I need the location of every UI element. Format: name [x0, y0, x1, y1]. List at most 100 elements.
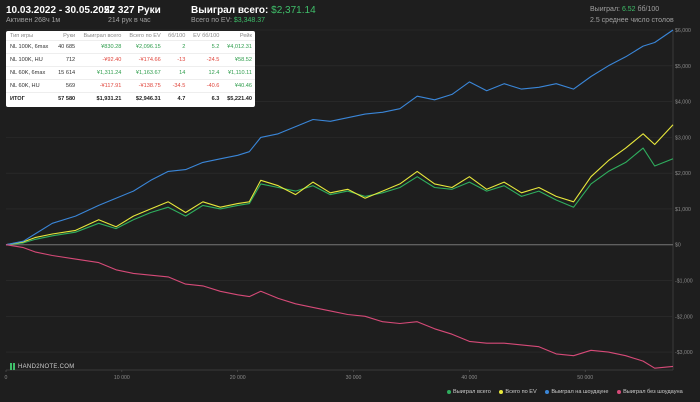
- ev-total: Всего по EV: $3,348.37: [191, 17, 265, 24]
- col-header[interactable]: бб/100: [168, 32, 186, 39]
- legend-dot-icon: [545, 389, 550, 394]
- ev-bb100-cell: 5.2: [188, 40, 223, 54]
- table-row[interactable]: NL 60K, HU 569 -¥117.91 -¥138.75 -34.5 -…: [6, 79, 255, 93]
- game-type-cell: NL 60K, HU: [6, 79, 54, 93]
- won-cell: ¥830.28: [78, 40, 125, 54]
- legend-dot-icon: [447, 389, 451, 394]
- y-tick-label: $0: [675, 243, 681, 249]
- bb-winrate-label: Выиграл:: [590, 6, 620, 13]
- bb-winrate-unit: бб/100: [637, 6, 660, 13]
- hands-per-hour: 214 рук в час: [108, 17, 151, 24]
- won-cell: -¥92.40: [78, 53, 125, 67]
- series-showdown-line: [5, 29, 674, 246]
- total-ev-bb100-cell: 6.3: [188, 92, 223, 105]
- ev-cell: -¥174.66: [124, 53, 164, 67]
- won-cell: ¥1,311.24: [78, 66, 125, 80]
- total-row: ИТОГ 57 580 $1,931.21 $2,946.31 4.7 6.3 …: [6, 92, 255, 105]
- y-tick-label: $6,000: [675, 28, 691, 34]
- logo-icon: [10, 363, 15, 370]
- legend-label: Выиграл всего: [453, 389, 491, 395]
- grid-lines: [5, 29, 674, 372]
- ev-cell: ¥1,163.67: [124, 66, 164, 80]
- col-header[interactable]: Выиграл всего: [83, 32, 122, 39]
- bb-winrate: Выиграл: 6.52 бб/100: [590, 6, 659, 13]
- y-tick-label: -$2,000: [675, 314, 693, 320]
- hand2note-logo: HAND2NOTE.COM: [10, 363, 75, 370]
- ev-bb100-cell: -40.6: [188, 79, 223, 93]
- x-tick-label: 20 000: [230, 375, 246, 381]
- bb100-cell: 14: [163, 66, 189, 80]
- legend-dot-icon: [617, 389, 622, 394]
- active-time: Активен 268ч 1м: [6, 17, 61, 24]
- hands-cell: 15 614: [53, 66, 79, 80]
- game-type-cell: NL 100K, 6max: [6, 40, 54, 54]
- x-tick-labels: 0 10 000 20 000 30 000 40 000 50 000: [5, 375, 594, 381]
- ev-bb100-cell: -24.5: [188, 53, 223, 67]
- series-ev-line: [5, 124, 674, 246]
- legend-item-won[interactable]: Выиграл всего: [447, 389, 491, 395]
- bb100-cell: -34.5: [163, 79, 189, 93]
- ev-total-label: Всего по EV:: [191, 17, 232, 24]
- total-won-cell: $1,931.21: [78, 92, 125, 105]
- table-row[interactable]: NL 100K, 6max 40 685 ¥830.28 ¥2,096.15 2…: [6, 40, 255, 54]
- hands-count: 57 327 Руки: [104, 5, 161, 16]
- col-header[interactable]: EV бб/100: [193, 32, 220, 39]
- y-tick-label: $1,000: [675, 207, 691, 213]
- total-hands-cell: 57 580: [53, 92, 79, 105]
- rake-cell: ¥1,110.11: [222, 66, 255, 80]
- hands-cell: 712: [53, 53, 79, 67]
- col-header[interactable]: Тип игры: [10, 32, 34, 39]
- date-range: 10.03.2022 - 30.05.2022: [6, 5, 115, 16]
- ev-cell: -¥138.75: [124, 79, 164, 93]
- game-type-cell: NL 60K, 6max: [6, 66, 54, 80]
- col-header[interactable]: Руки: [63, 32, 76, 39]
- x-tick-label: 50 000: [577, 375, 593, 381]
- rake-cell: ¥58.52: [222, 53, 255, 67]
- legend-label: Выиграл без шоудауна: [623, 389, 683, 395]
- legend-label: Всего по EV: [505, 389, 537, 395]
- series-non-showdown-line: [5, 244, 674, 369]
- summary-header: 10.03.2022 - 30.05.2022 Активен 268ч 1м …: [0, 0, 700, 30]
- bb100-cell: 2: [163, 40, 189, 54]
- table-row[interactable]: NL 100K, HU 712 -¥92.40 -¥174.66 -13 -24…: [6, 53, 255, 67]
- ev-cell: ¥2,096.15: [124, 40, 164, 54]
- won-total-label: Выиграл всего:: [191, 5, 269, 16]
- y-tick-label: -$1,000: [675, 279, 693, 285]
- stats-table: Тип игры Руки Выиграл всего Всего по EV …: [6, 31, 255, 107]
- avg-tables: 2.5 среднее число столов: [590, 17, 674, 24]
- series-won-line: [5, 147, 674, 246]
- y-tick-label: $4,000: [675, 100, 691, 106]
- y-tick-label: $3,000: [675, 135, 691, 141]
- legend-item-ev[interactable]: Всего по EV: [499, 389, 537, 395]
- bb-winrate-value: 6.52: [621, 6, 636, 13]
- hands-cell: 569: [53, 79, 79, 93]
- total-rake-cell: $5,221.40: [222, 92, 255, 105]
- y-tick-label: -$3,000: [675, 350, 693, 356]
- chart-legend: Выиграл всего Всего по EV Выиграл на шоу…: [440, 389, 683, 395]
- game-type-cell: NL 100K, HU: [6, 53, 54, 67]
- total-bb100-cell: 4.7: [163, 92, 189, 105]
- ev-total-value: $3,348.37: [233, 17, 266, 24]
- col-header[interactable]: Рейк: [239, 32, 252, 39]
- y-tick-labels: $6,000 $5,000 $4,000 $3,000 $2,000 $1,000 $0 -$…: [675, 28, 693, 356]
- ev-bb100-cell: 12.4: [188, 66, 223, 80]
- won-total-value: $2,371.14: [271, 5, 316, 16]
- stats-header-row: Тип игры Руки Выиграл всего Всего по EV …: [6, 31, 255, 41]
- bb100-cell: -13: [163, 53, 189, 67]
- won-cell: -¥117.91: [78, 79, 125, 93]
- legend-item-showdown[interactable]: Выиграл на шоудауне: [545, 389, 609, 395]
- rake-cell: ¥4,012.31: [222, 40, 255, 54]
- y-tick-label: $5,000: [675, 64, 691, 70]
- hands-cell: 40 685: [53, 40, 79, 54]
- x-tick-label: 10 000: [114, 375, 130, 381]
- x-tick-label: 30 000: [346, 375, 362, 381]
- x-tick-label: 40 000: [461, 375, 477, 381]
- rake-cell: ¥40.46: [222, 79, 255, 93]
- y-tick-label: $2,000: [675, 171, 691, 177]
- legend-dot-icon: [499, 389, 504, 394]
- table-row[interactable]: NL 60K, 6max 15 614 ¥1,311.24 ¥1,163.67 …: [6, 66, 255, 80]
- legend-item-non-showdown[interactable]: Выиграл без шоудауна: [617, 389, 683, 395]
- col-header[interactable]: Всего по EV: [129, 32, 161, 39]
- logo-text: HAND2NOTE.COM: [18, 364, 75, 371]
